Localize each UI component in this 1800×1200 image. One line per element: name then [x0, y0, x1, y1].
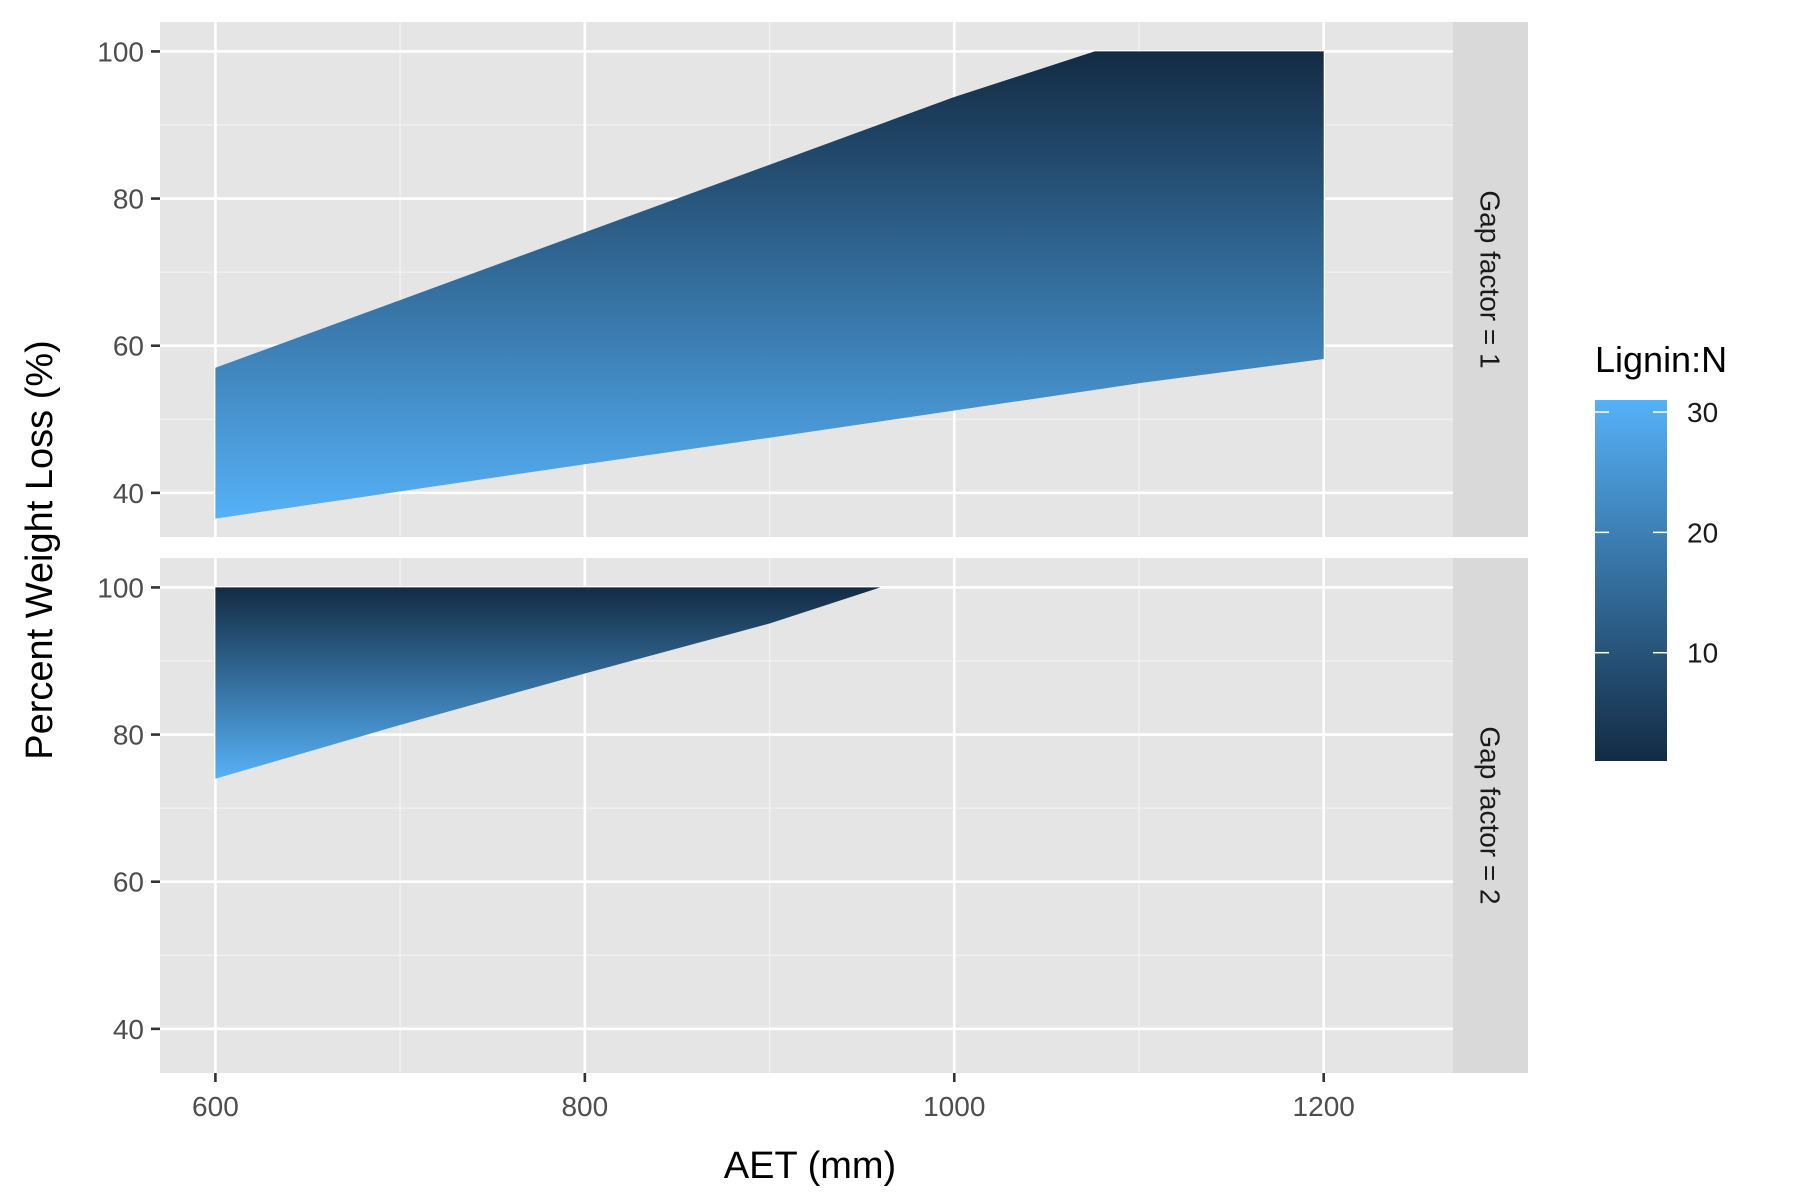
legend-tick-label: 30 — [1687, 397, 1718, 428]
x-tick-label: 1200 — [1293, 1091, 1355, 1122]
y-tick-label: 40 — [113, 1014, 144, 1045]
y-tick-label: 80 — [113, 184, 144, 215]
facet-strip-label: Gap factor = 2 — [1475, 726, 1506, 904]
x-axis: 600 800 1000 1200 — [192, 1073, 1355, 1122]
legend-ticks: 10 20 30 — [1595, 397, 1718, 669]
y-tick-label: 60 — [113, 867, 144, 898]
legend: Lignin:N 10 20 30 — [1595, 339, 1727, 761]
y-tick-label: 40 — [113, 478, 144, 509]
weight-loss-band — [215, 587, 1324, 779]
facet-strip-label: Gap factor = 1 — [1475, 190, 1506, 368]
panels: 40 60 80 100 Gap factor = 1 40 60 80 100 Gap fact… — [97, 22, 1528, 1073]
facet-panel: 40 60 80 100 Gap factor = 2 — [97, 558, 1528, 1073]
y-tick-label: 80 — [113, 720, 144, 751]
facet-panel: 40 60 80 100 Gap factor = 1 — [97, 22, 1528, 537]
weight-loss-band — [215, 51, 1324, 519]
legend-tick-label: 10 — [1687, 638, 1718, 669]
y-tick-label: 100 — [97, 572, 144, 603]
y-tick-label: 60 — [113, 331, 144, 362]
legend-tick-label: 20 — [1687, 517, 1718, 548]
legend-colorbar — [1595, 400, 1667, 761]
y-tick-label: 100 — [97, 36, 144, 67]
y-axis-title: Percent Weight Loss (%) — [19, 340, 61, 760]
x-axis-title: AET (mm) — [724, 1145, 896, 1187]
legend-title: Lignin:N — [1595, 339, 1727, 380]
facet-strip — [1453, 22, 1528, 537]
x-tick-label: 600 — [192, 1091, 239, 1122]
x-tick-label: 800 — [561, 1091, 608, 1122]
facet-strip — [1453, 558, 1528, 1073]
x-tick-label: 1000 — [923, 1091, 985, 1122]
